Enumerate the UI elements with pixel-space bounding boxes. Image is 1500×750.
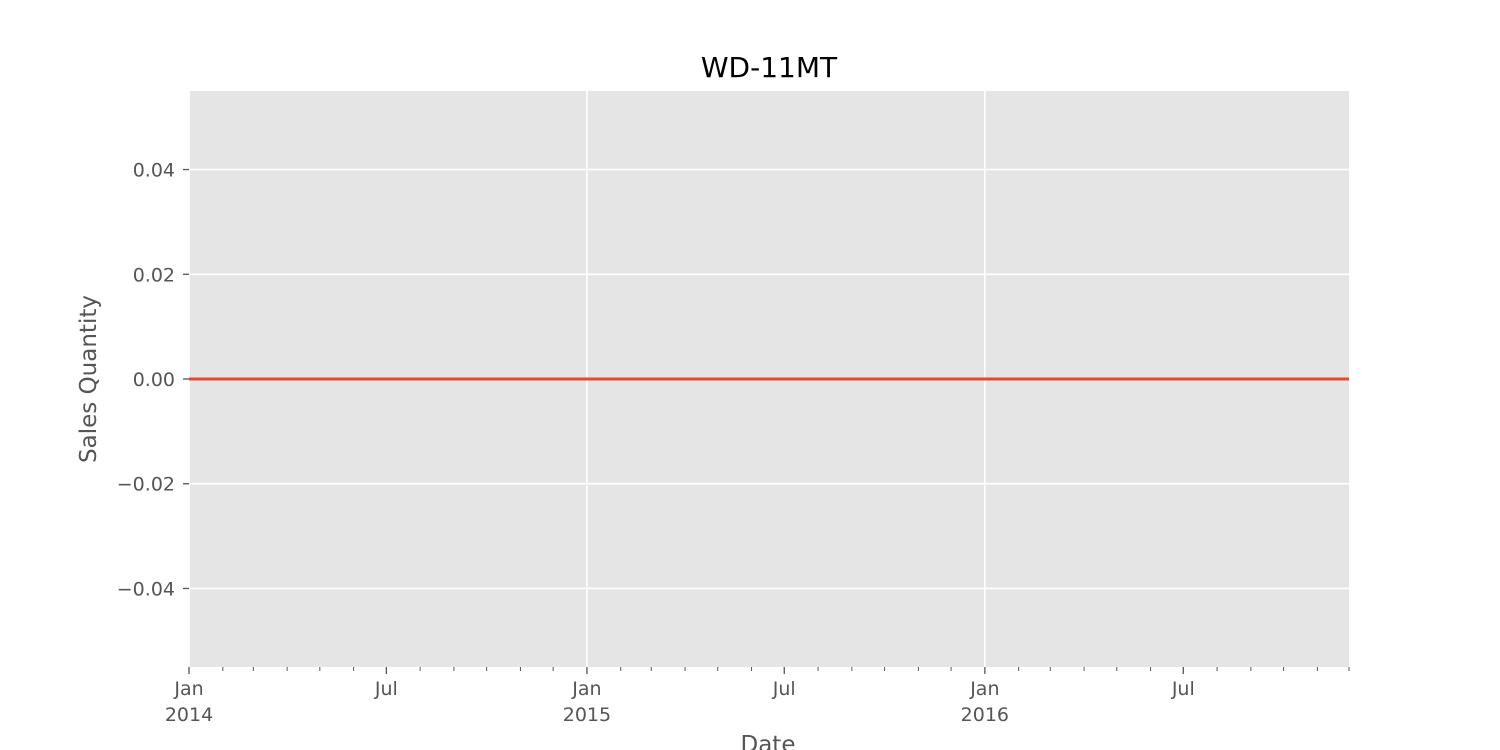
y-axis: 0.04 0.02 0.00 −0.02 −0.04 (117, 160, 189, 600)
x-tick-label: Jan (969, 678, 999, 700)
x-tick-label: Jul (374, 678, 398, 700)
y-tick-label: 0.00 (133, 369, 175, 391)
y-tick-label: −0.04 (117, 578, 175, 600)
x-axis: Jan 2014 Jul Jan 2015 Jul Jan 2016 Jul (165, 667, 1350, 726)
x-axis-label: Date (741, 732, 796, 750)
y-tick-label: −0.02 (117, 474, 175, 496)
y-axis-label: Sales Quantity (76, 295, 102, 463)
x-tick-label: Jan (571, 678, 601, 700)
y-tick-label: 0.02 (133, 264, 175, 286)
x-tick-label: Jan (173, 678, 203, 700)
y-tick-label: 0.04 (133, 160, 175, 182)
x-tick-label: Jul (1171, 678, 1195, 700)
x-tick-year-label: 2016 (961, 704, 1009, 726)
x-tick-label: Jul (772, 678, 796, 700)
chart-title: WD-11MT (701, 51, 838, 84)
x-tick-year-label: 2014 (165, 704, 213, 726)
x-tick-year-label: 2015 (563, 704, 611, 726)
